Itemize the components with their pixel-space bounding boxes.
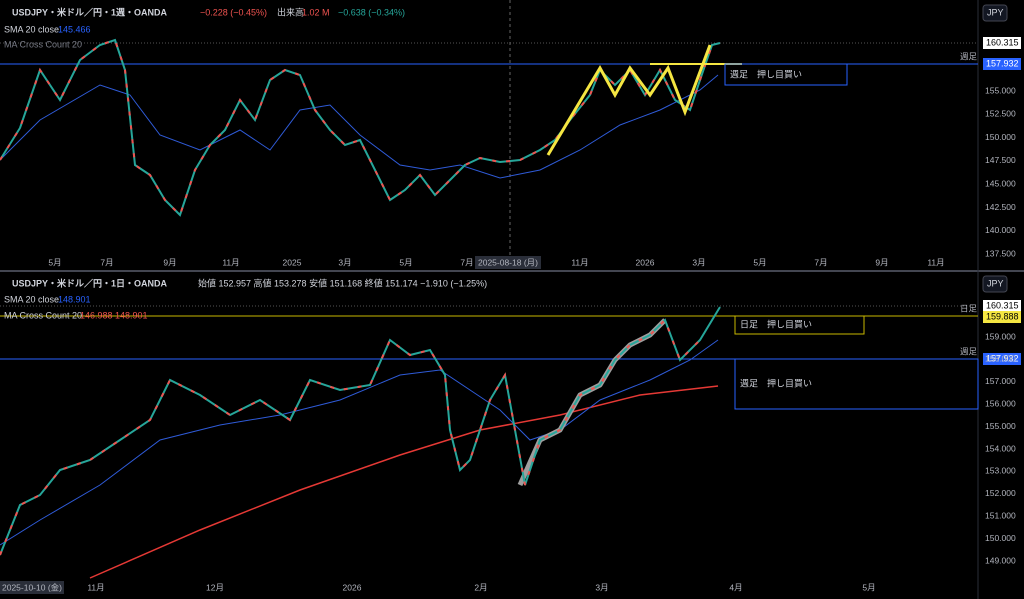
ma-cross-label: MA Cross Count 20 (4, 39, 82, 49)
x-tick-label: 11月 (927, 257, 944, 267)
symbol: USDJPY・米ドル／円・1日・OANDA (12, 277, 168, 288)
x-tick-label: 7月 (460, 257, 473, 267)
price-tag (983, 300, 1021, 312)
level-tag-text: 157.932 (986, 353, 1019, 363)
y-tick-label: 150.000 (985, 132, 1016, 142)
volume-label: 出来高 (277, 6, 304, 17)
currency[interactable]: JPY (987, 278, 1004, 288)
level-label: 週足 (960, 51, 978, 61)
y-tick-label: 159.000 (985, 331, 1016, 341)
x-tick-label: 7月 (814, 257, 827, 267)
note-box (724, 63, 848, 86)
sma-label: SMA 20 close (4, 24, 59, 34)
daily-label: 日足 (960, 303, 978, 313)
sma-line (0, 74, 719, 179)
x-tick-label: 2025-08-18 (月) (478, 257, 538, 267)
note-box (734, 315, 865, 335)
x-tick-label: 2025 (283, 257, 302, 267)
x-tick-label: 3月 (338, 257, 351, 267)
date-highlight (475, 256, 541, 269)
y-tick-label: 151.000 (985, 510, 1016, 520)
ohlc: 始値 152.957 高値 153.278 安値 151.168 終値 151.… (198, 277, 487, 288)
symbol: USDJPY・米ドル／円・1週・OANDA (12, 6, 168, 17)
note-box (734, 358, 979, 410)
x-tick-label: 2026 (636, 257, 655, 267)
date-highlight (0, 581, 64, 594)
currency-button[interactable] (982, 275, 1008, 293)
y-tick-label: 158.000 (985, 354, 1016, 364)
x-tick-label: 3月 (595, 582, 608, 592)
y-tick-label: 140.000 (985, 225, 1016, 235)
x-tick-label: 2月 (474, 582, 487, 592)
y-tick-label: 157.000 (985, 376, 1016, 386)
daily-tag (983, 311, 1021, 323)
sma-value: 145.466 (58, 24, 91, 34)
y-tick-label: 150.000 (985, 533, 1016, 543)
level-tag (983, 58, 1021, 70)
volume: 1.02 M (302, 7, 330, 17)
y-tick-label: 145.000 (985, 178, 1016, 188)
x-tick-label: 5月 (399, 257, 412, 267)
price-series (0, 38, 721, 217)
x-tick-label: 5月 (753, 257, 766, 267)
note: 週足 押し目買い (730, 68, 802, 79)
y-tick-label: 154.000 (985, 443, 1016, 453)
x-tick-label: 5月 (48, 257, 61, 267)
y-tick-label: 147.500 (985, 155, 1016, 165)
volume-change: −0.638 (−0.34%) (338, 7, 405, 17)
currency[interactable]: JPY (987, 7, 1004, 17)
x-tick-label: 5月 (862, 582, 875, 592)
price-tag-text: 160.315 (986, 37, 1019, 47)
ma-cross-label: MA Cross Count 20 (4, 310, 82, 320)
level-label: 週足 (960, 346, 978, 356)
x-tick-label: 4月 (729, 582, 742, 592)
x-tick-label: 11月 (222, 257, 239, 267)
note-daily: 日足 押し目買い (740, 318, 812, 329)
note-weekly: 週足 押し目買い (740, 377, 812, 388)
sma-line (0, 339, 719, 546)
y-tick-label: 152.000 (985, 488, 1016, 498)
daily-tag-text: 159.888 (986, 311, 1019, 321)
x-tick-label: 11月 (571, 257, 588, 267)
sma-label: SMA 20 close (4, 294, 59, 304)
y-tick-label: 137.500 (985, 248, 1016, 258)
level-tag-text: 157.932 (986, 58, 1019, 68)
change: −0.228 (−0.45%) (200, 7, 267, 17)
price-series-down (0, 318, 701, 556)
y-tick-label: 155.000 (985, 85, 1016, 95)
level-tag (983, 353, 1021, 365)
price-tag (983, 37, 1021, 49)
ma-values: 146.988 148.901 (80, 310, 148, 320)
drawn-zigzag (546, 44, 712, 156)
currency-button[interactable] (982, 4, 1008, 22)
x-tick-label: 3月 (692, 257, 705, 267)
price-tag-text: 160.315 (986, 300, 1019, 310)
y-tick-label: 149.000 (985, 555, 1016, 565)
x-tick-label: 9月 (163, 257, 176, 267)
ma-line (89, 385, 719, 579)
x-tick-label: 9月 (875, 257, 888, 267)
sma-value: 148.901 (58, 294, 91, 304)
x-tick-label: 11月 (87, 582, 104, 592)
x-tick-label: 2025-10-10 (金) (2, 582, 62, 592)
y-tick-label: 153.000 (985, 466, 1016, 476)
y-tick-label: 152.500 (985, 109, 1016, 119)
y-tick-label: 142.500 (985, 202, 1016, 212)
y-tick-label: 155.000 (985, 421, 1016, 431)
x-tick-label: 12月 (206, 582, 224, 592)
x-tick-label: 7月 (100, 257, 113, 267)
x-tick-label: 2026 (343, 582, 362, 592)
y-tick-label: 156.000 (985, 398, 1016, 408)
